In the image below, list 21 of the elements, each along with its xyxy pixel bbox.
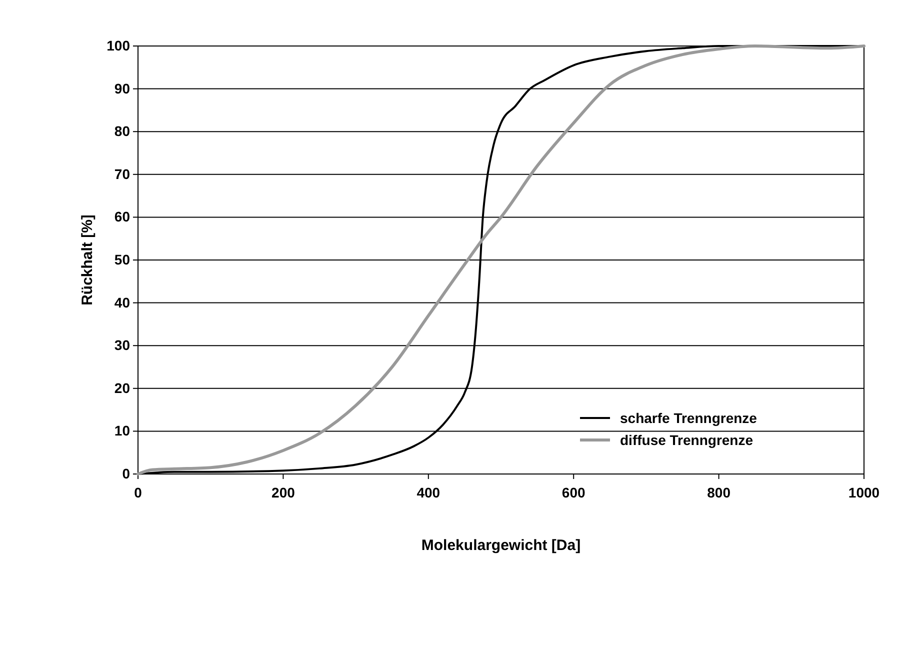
y-tick-label: 100 [106,37,130,54]
x-tick-label: 600 [562,484,586,500]
y-tick-label: 90 [114,80,130,96]
x-tick-label: 200 [272,484,296,500]
x-tick-label: 0 [134,484,142,500]
y-tick-label: 70 [114,166,130,182]
x-tick-label: 400 [416,484,440,500]
legend-label: diffuse Trenngrenze [620,432,754,448]
y-axis-title: Rückhalt [%] [79,214,96,306]
y-tick-label: 40 [114,294,130,310]
legend-label: scharfe Trenngrenze [620,410,758,426]
x-axis-title: Molekulargewicht [Da] [421,537,581,554]
y-tick-label: 30 [114,337,130,354]
x-tick-label: 800 [707,484,731,500]
y-tick-label: 20 [114,380,130,396]
y-tick-label: 0 [122,465,130,482]
y-tick-label: 60 [114,208,130,225]
y-tick-label: 10 [114,422,130,439]
x-tick-label: 1000 [848,484,880,500]
y-tick-label: 50 [114,251,130,268]
y-tick-label: 80 [114,123,130,140]
